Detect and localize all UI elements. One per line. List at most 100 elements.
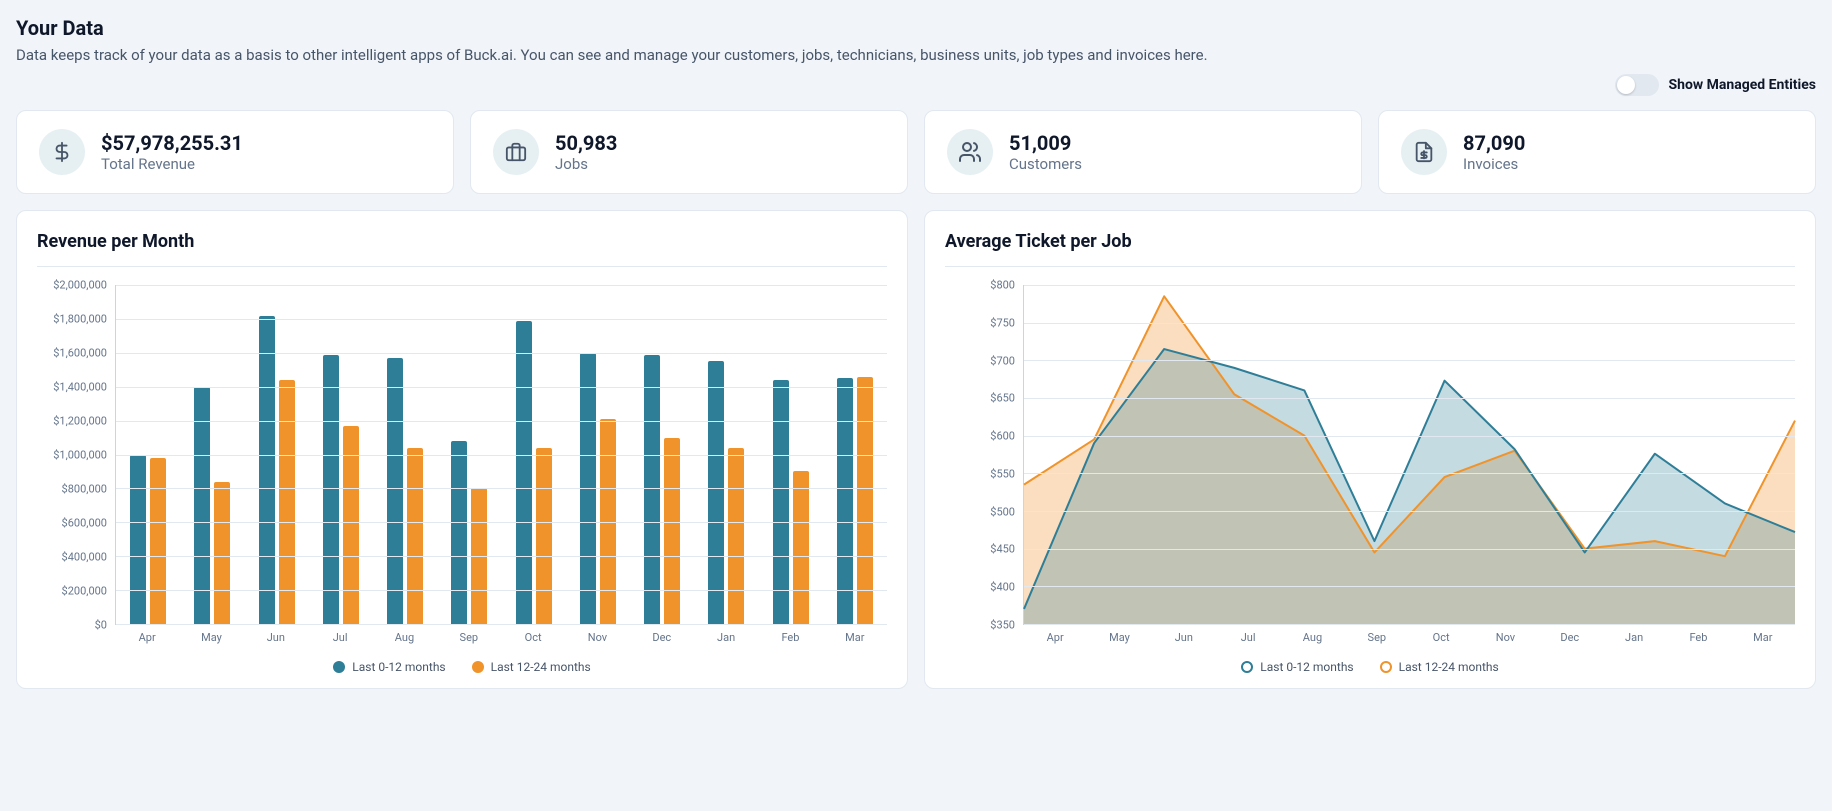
grid-line <box>1024 398 1795 399</box>
legend-label: Last 0-12 months <box>352 660 445 674</box>
legend-dot-icon <box>472 661 484 673</box>
y-tick-label: $400,000 <box>62 551 107 564</box>
x-tick-label: Sep <box>1345 631 1409 644</box>
x-tick-label: Mar <box>823 631 887 644</box>
y-tick-label: $500 <box>990 505 1015 518</box>
invoice-icon <box>1401 129 1447 175</box>
managed-entities-toggle-label: Show Managed Entities <box>1669 77 1817 93</box>
grid-line <box>1024 360 1795 361</box>
bar <box>536 448 552 624</box>
revenue-y-axis: $0$200,000$400,000$600,000$800,000$1,000… <box>37 285 115 625</box>
ticket-chart-area: $350$400$450$500$550$600$650$700$750$800 <box>945 285 1795 625</box>
page-header: Your Data Data keeps track of your data … <box>16 16 1816 64</box>
revenue-chart-card: Revenue per Month $0$200,000$400,000$600… <box>16 210 908 689</box>
ticket-legend: Last 0-12 months Last 12-24 months <box>945 660 1795 674</box>
x-tick-label: May <box>179 631 243 644</box>
grid-line <box>116 522 887 523</box>
grid-line <box>116 488 887 489</box>
stats-row: $57,978,255.31Total Revenue 50,983Jobs 51,… <box>16 110 1816 194</box>
stat-value: $57,978,255.31 <box>101 131 243 155</box>
y-tick-label: $350 <box>990 619 1015 632</box>
y-tick-label: $800 <box>990 279 1015 292</box>
bar <box>728 448 744 624</box>
ticket-plot <box>1023 285 1795 625</box>
bar <box>150 458 166 624</box>
stat-card-total-revenue: $57,978,255.31Total Revenue <box>16 110 454 194</box>
bar <box>516 321 532 624</box>
ticket-x-axis: AprMayJunJulAugSepOctNovDecJanFebMar <box>1023 631 1795 644</box>
y-tick-label: $650 <box>990 392 1015 405</box>
revenue-chart-title: Revenue per Month <box>37 231 887 267</box>
x-tick-label: Jan <box>1602 631 1666 644</box>
bar <box>259 316 275 624</box>
bar <box>793 471 809 624</box>
grid-line <box>1024 473 1795 474</box>
y-tick-label: $750 <box>990 316 1015 329</box>
stat-card-jobs: 50,983Jobs <box>470 110 908 194</box>
toggle-thumb <box>1617 76 1635 94</box>
stat-label: Jobs <box>555 155 617 173</box>
x-tick-label: Oct <box>1409 631 1473 644</box>
x-tick-label: Feb <box>758 631 822 644</box>
x-tick-label: Apr <box>115 631 179 644</box>
charts-row: Revenue per Month $0$200,000$400,000$600… <box>16 210 1816 689</box>
grid-line <box>1024 549 1795 550</box>
users-icon <box>947 129 993 175</box>
y-tick-label: $200,000 <box>62 585 107 598</box>
revenue-legend: Last 0-12 months Last 12-24 months <box>37 660 887 674</box>
stat-text: $57,978,255.31Total Revenue <box>101 131 243 173</box>
legend-label: Last 12-24 months <box>1399 660 1499 674</box>
x-tick-label: Nov <box>1473 631 1537 644</box>
grid-line <box>1024 436 1795 437</box>
bar <box>708 361 724 624</box>
x-tick-label: Dec <box>630 631 694 644</box>
managed-entities-toggle[interactable] <box>1615 74 1659 96</box>
revenue-chart-area: $0$200,000$400,000$600,000$800,000$1,000… <box>37 285 887 625</box>
managed-entities-toggle-row: Show Managed Entities <box>16 74 1816 96</box>
bar <box>664 438 680 624</box>
x-tick-label: Nov <box>565 631 629 644</box>
grid-line <box>116 421 887 422</box>
briefcase-icon <box>493 129 539 175</box>
y-tick-label: $1,200,000 <box>53 415 107 428</box>
dollar-icon <box>39 129 85 175</box>
bar <box>857 377 873 624</box>
stat-label: Customers <box>1009 155 1082 173</box>
x-tick-label: Apr <box>1023 631 1087 644</box>
grid-line <box>116 455 887 456</box>
bar <box>837 378 853 624</box>
x-tick-label: May <box>1087 631 1151 644</box>
y-tick-label: $800,000 <box>62 483 107 496</box>
grid-line <box>116 590 887 591</box>
ticket-svg <box>1024 285 1795 624</box>
x-tick-label: Aug <box>372 631 436 644</box>
legend-ring-icon <box>1380 661 1392 673</box>
stat-value: 50,983 <box>555 131 617 155</box>
stat-label: Invoices <box>1463 155 1525 173</box>
bar <box>214 482 230 624</box>
ticket-chart-title: Average Ticket per Job <box>945 231 1795 267</box>
revenue-legend-item-b: Last 12-24 months <box>472 660 591 674</box>
ticket-legend-item-b: Last 12-24 months <box>1380 660 1499 674</box>
bar <box>279 380 295 624</box>
legend-label: Last 12-24 months <box>491 660 591 674</box>
x-tick-label: Feb <box>1666 631 1730 644</box>
x-tick-label: Jun <box>1152 631 1216 644</box>
stat-text: 51,009Customers <box>1009 131 1082 173</box>
y-tick-label: $600 <box>990 430 1015 443</box>
y-tick-label: $450 <box>990 543 1015 556</box>
x-tick-label: Jan <box>694 631 758 644</box>
legend-dot-icon <box>333 661 345 673</box>
y-tick-label: $1,000,000 <box>53 449 107 462</box>
grid-line <box>1024 323 1795 324</box>
grid-line <box>116 319 887 320</box>
y-tick-label: $600,000 <box>62 517 107 530</box>
ticket-y-axis: $350$400$450$500$550$600$650$700$750$800 <box>945 285 1023 625</box>
y-tick-label: $1,600,000 <box>53 347 107 360</box>
page-description: Data keeps track of your data as a basis… <box>16 46 1816 64</box>
grid-line <box>1024 624 1795 625</box>
ticket-legend-item-a: Last 0-12 months <box>1241 660 1353 674</box>
x-tick-label: Jun <box>244 631 308 644</box>
bar <box>773 380 789 624</box>
revenue-plot <box>115 285 887 625</box>
